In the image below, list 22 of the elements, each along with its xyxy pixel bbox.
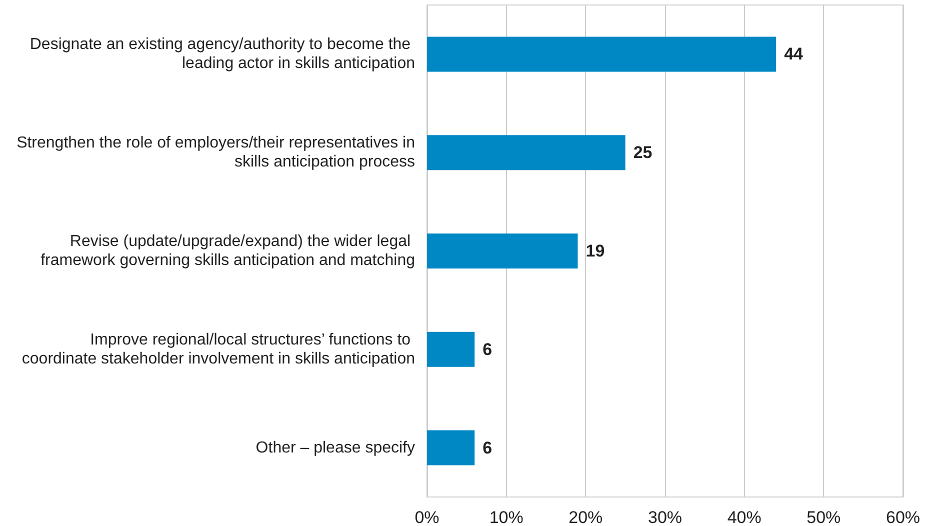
x-tick-label: 50%	[806, 508, 841, 526]
bar	[427, 36, 776, 72]
data-label: 6	[482, 340, 492, 359]
y-tick-label: Improve regional/local structures’ functions to coordinate stakeholder involvement in skills anticipation	[22, 331, 415, 368]
y-tick-label: Other – please specify	[256, 439, 415, 456]
data-label: 6	[482, 438, 492, 458]
data-label: 19	[586, 242, 605, 260]
bar	[427, 332, 475, 367]
x-tick-label: 0%	[414, 508, 440, 526]
x-tick-label: 60%	[886, 508, 920, 526]
y-tick-label: Strengthen the role of employers/their representatives in skills anticipation process	[16, 134, 415, 171]
x-tick-label: 30%	[648, 508, 682, 526]
x-tick-label: 20%	[568, 508, 603, 526]
data-label: 25	[633, 143, 652, 162]
bar	[427, 430, 475, 466]
y-tick-label: Designate an existing agency/authority to become the leading actor in skills anticipation	[30, 36, 415, 72]
x-tick-label: 40%	[727, 508, 762, 526]
x-tick-label: 10%	[489, 508, 524, 526]
bar	[427, 135, 626, 170]
y-tick-label: Revise (update/upgrade/expand) the wider legal framework governing skills anticipation and matching	[40, 233, 415, 269]
data-label: 44	[784, 44, 804, 64]
bar	[427, 234, 578, 268]
